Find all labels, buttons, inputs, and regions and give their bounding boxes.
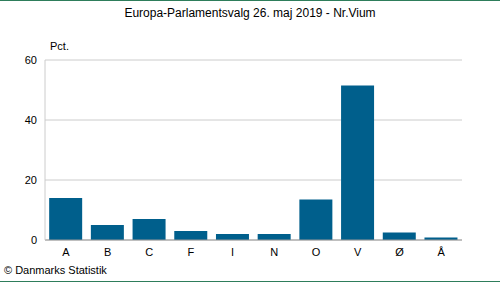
svg-text:Å: Å [437,246,445,258]
svg-text:60: 60 [25,54,37,66]
svg-text:B: B [104,246,111,258]
svg-text:Ø: Ø [395,246,404,258]
html-text:Europa-Parlamentsvalg 26. maj: Europa-Parlamentsvalg 26. maj 2019 - Nr.… [124,6,376,20]
svg-text:40: 40 [25,114,37,126]
svg-text:O: O [312,246,321,258]
svg-text:N: N [270,246,278,258]
svg-text:0: 0 [31,234,37,246]
svg-text:I: I [231,246,234,258]
svg-text:V: V [354,246,362,258]
svg-text:A: A [62,246,70,258]
html-text:Pct.: Pct. [50,40,69,52]
svg-text:20: 20 [25,174,37,186]
svg-text:F: F [188,246,195,258]
svg-text:C: C [145,246,153,258]
html-text:© Danmarks Statistik: © Danmarks Statistik [4,264,107,276]
